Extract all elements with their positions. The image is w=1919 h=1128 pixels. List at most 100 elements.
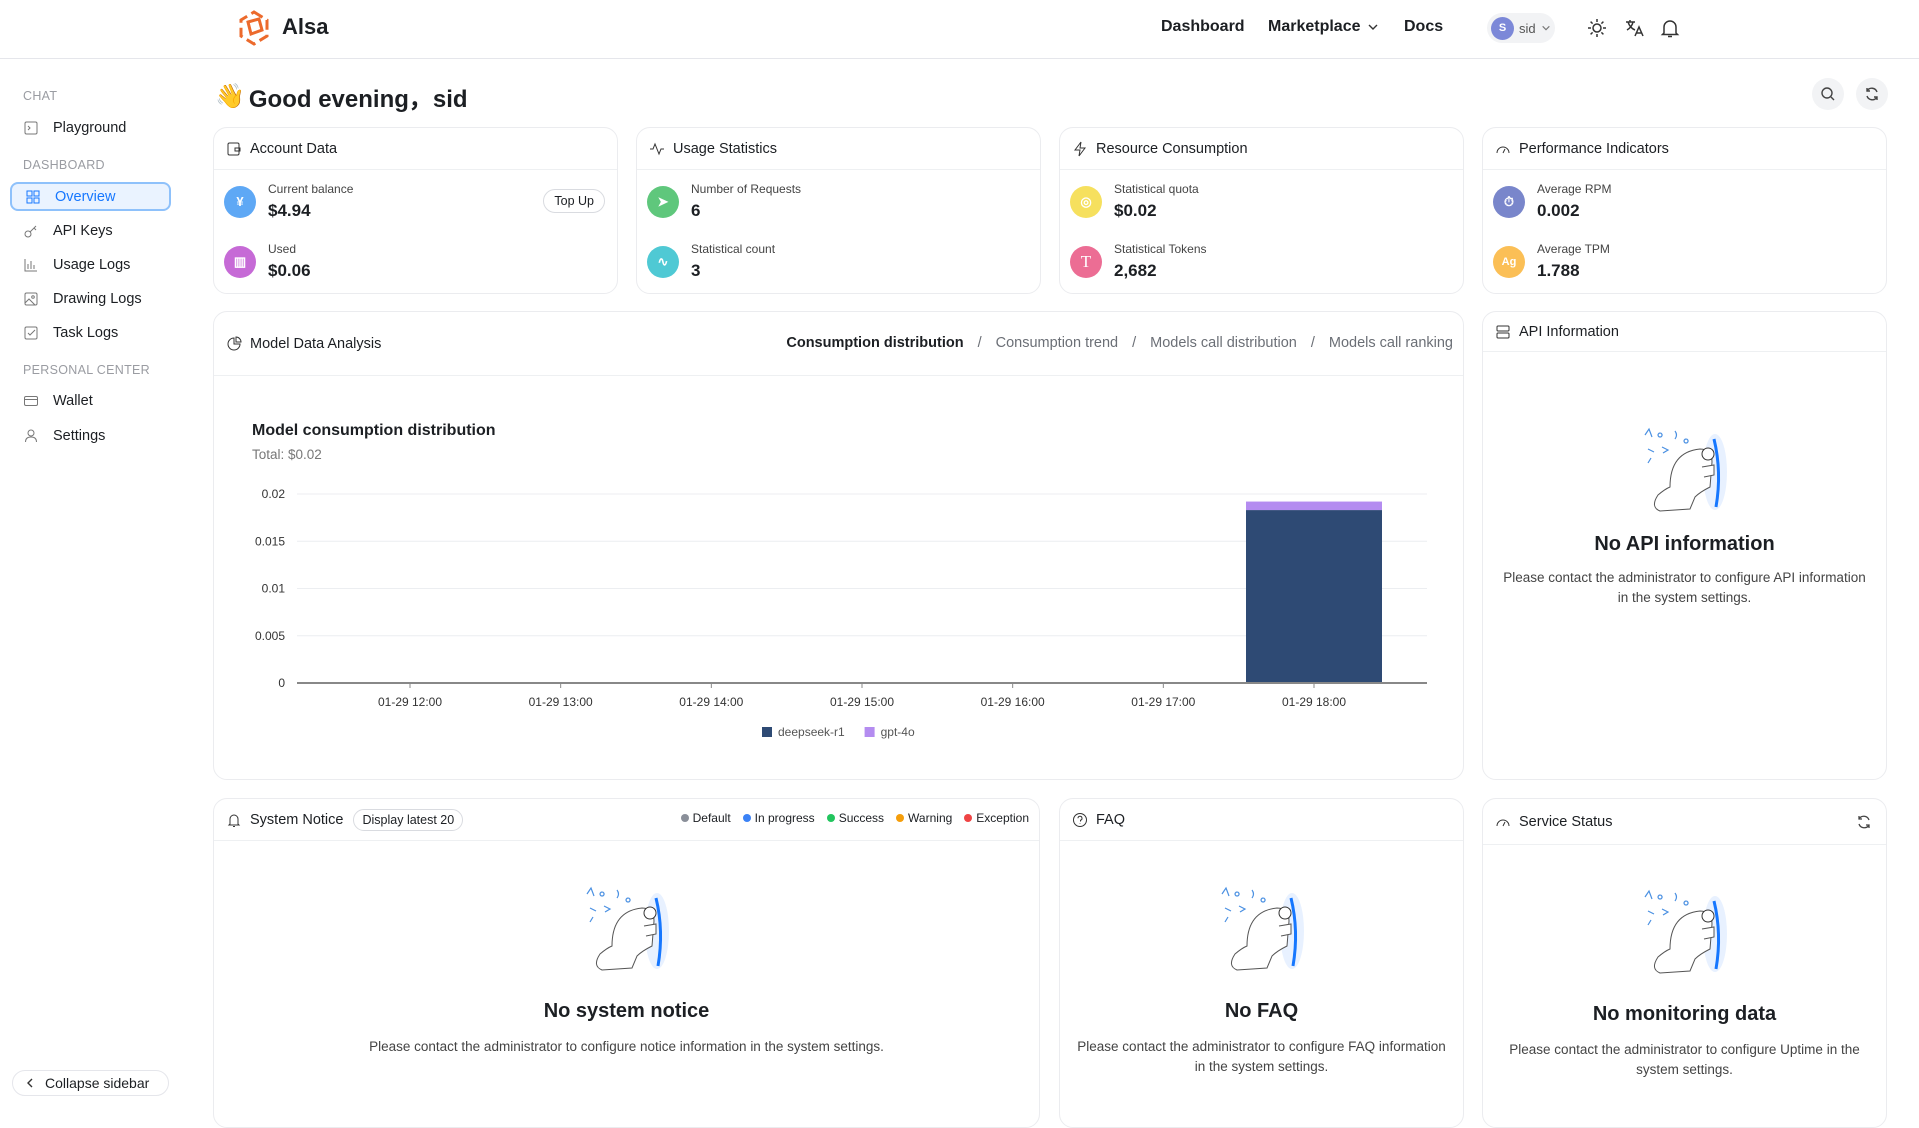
bar-chart-icon: ▥ (224, 245, 256, 278)
empty-state: No FAQ Please contact the administrator … (1060, 886, 1463, 1077)
stat-quota: ◎ Statistical quota $0.02 (1070, 182, 1199, 221)
chart-title: Model consumption distribution (252, 422, 496, 439)
stat-value: 1.788 (1537, 261, 1580, 280)
legend-default: Default (680, 811, 731, 825)
image-icon (24, 292, 38, 305)
bell-icon[interactable] (1659, 17, 1681, 39)
search-button[interactable] (1812, 78, 1844, 110)
tab-separator: / (1132, 335, 1137, 351)
chevron-down-icon (1368, 24, 1377, 30)
sidebar-item-drawing-logs[interactable]: Drawing Logs (10, 284, 171, 313)
card-title: Service Status (1519, 813, 1613, 830)
card-title: Model Data Analysis (250, 335, 382, 352)
lightning-icon (1074, 141, 1086, 156)
tab-models-call-ranking[interactable]: Models call ranking (1328, 335, 1453, 351)
empty-description: Please contact the administrator to conf… (369, 1039, 884, 1054)
sun-icon[interactable] (1586, 17, 1608, 39)
bell-icon (227, 814, 241, 827)
empty-illustration (1643, 427, 1728, 513)
card-header: Performance Indicators (1483, 128, 1886, 170)
sidebar-item-label: Task Logs (53, 324, 119, 341)
x-tick-label: 01-29 14:00 (679, 695, 743, 709)
y-tick-label: 0.015 (255, 534, 285, 548)
pie-chart-icon (227, 335, 242, 350)
status-dot (826, 814, 835, 822)
sidebar-item-api-keys[interactable]: API Keys (10, 216, 171, 245)
sidebar-item-usage-logs[interactable]: Usage Logs (10, 250, 171, 279)
tab-consumption-distribution[interactable]: Consumption distribution (786, 335, 964, 351)
app-name: Alsa (282, 14, 329, 39)
stat-label: Current balance (268, 182, 354, 196)
empty-title: No API information (1594, 533, 1775, 555)
x-tick-label: 01-29 17:00 (1131, 695, 1195, 709)
resource-consumption-card: Resource Consumption ◎ Statistical quota… (1059, 127, 1464, 294)
wallet-icon (227, 142, 241, 155)
y-tick-label: 0.02 (262, 487, 286, 501)
gauge-icon (1496, 146, 1510, 153)
api-information-card: API Information No API information Pleas… (1482, 311, 1887, 780)
stat-current-balance: ¥ Current balance $4.94 (224, 182, 353, 221)
tab-models-call-distribution[interactable]: Models call distribution (1150, 335, 1297, 351)
empty-description: Please contact the administrator to conf… (1077, 1039, 1446, 1074)
sidebar-item-label: Wallet (53, 392, 93, 409)
stat-rpm: ⏱ Average RPM 0.002 (1493, 182, 1611, 221)
sidebar-item-overview[interactable]: Overview (10, 182, 171, 211)
collapse-sidebar-label: Collapse sidebar (45, 1075, 150, 1091)
stat-label: Average TPM (1537, 242, 1610, 256)
model-data-analysis-card: Model Data Analysis Consumption distribu… (213, 311, 1464, 780)
system-notice-card: System Notice Display latest 20 Default … (213, 798, 1040, 1128)
chevron-down-icon (1541, 25, 1550, 31)
legend-success: Success (826, 811, 884, 825)
sidebar-item-label: Usage Logs (53, 256, 131, 273)
stat-value: $0.02 (1114, 201, 1157, 220)
empty-state: No system notice Please contact the admi… (214, 886, 1039, 1057)
server-icon (1496, 325, 1510, 338)
sidebar-item-playground[interactable]: Playground (10, 113, 171, 142)
nav-docs[interactable]: Docs (1404, 18, 1444, 35)
stat-value: 2,682 (1114, 261, 1157, 280)
sidebar-section-chat: CHAT (23, 89, 58, 103)
nav-marketplace[interactable]: Marketplace (1268, 18, 1379, 36)
stat-used: ▥ Used $0.06 (224, 242, 311, 281)
translate-icon[interactable] (1623, 17, 1645, 39)
stat-label: Statistical Tokens (1114, 242, 1207, 256)
card-title: Usage Statistics (673, 140, 777, 157)
collapse-sidebar-button[interactable]: Collapse sidebar (12, 1070, 169, 1096)
grid-icon (26, 190, 40, 203)
refresh-icon (1866, 87, 1878, 101)
text-icon: T (1070, 245, 1102, 278)
card-header: Model Data Analysis (214, 312, 1463, 376)
sidebar-section-personal-center: PERSONAL CENTER (23, 363, 150, 377)
user-menu[interactable]: S sid (1487, 13, 1555, 43)
top-up-button[interactable]: Top Up (543, 189, 605, 213)
greeting-text: Good evening，sid (248, 86, 468, 113)
stat-label: Used (268, 242, 297, 256)
stat-value: 0.002 (1537, 201, 1580, 220)
checkbox-icon (24, 326, 38, 339)
stat-value: 6 (691, 201, 701, 220)
send-icon: ➤ (647, 185, 679, 218)
page-title: 👋 Good evening，sid (215, 79, 468, 114)
sidebar-section-dashboard: DASHBOARD (23, 158, 105, 172)
legend-warning: Warning (896, 811, 952, 825)
refresh-icon[interactable] (1856, 814, 1872, 830)
nav-marketplace-label: Marketplace (1268, 18, 1361, 35)
empty-description: Please contact the administrator to conf… (1503, 570, 1866, 605)
sidebar-item-task-logs[interactable]: Task Logs (10, 318, 171, 347)
empty-illustration (585, 886, 670, 972)
legend-in-progress: In progress (742, 811, 815, 825)
logo-icon (239, 10, 269, 46)
bar-chart-icon (24, 258, 37, 271)
card-title: Resource Consumption (1096, 140, 1248, 157)
card-header: FAQ (1060, 799, 1463, 841)
sidebar-item-wallet[interactable]: Wallet (10, 386, 171, 415)
card-header: API Information (1483, 312, 1886, 352)
nav-dashboard[interactable]: Dashboard (1161, 18, 1245, 35)
display-latest-badge[interactable]: Display latest 20 (353, 808, 464, 831)
sidebar-item-settings[interactable]: Settings (10, 421, 171, 450)
stopwatch-icon: ⏱ (1493, 185, 1525, 218)
tab-consumption-trend[interactable]: Consumption trend (995, 335, 1119, 351)
refresh-button[interactable] (1856, 78, 1888, 110)
card-title: API Information (1519, 323, 1619, 340)
avatar: S (1491, 16, 1514, 40)
